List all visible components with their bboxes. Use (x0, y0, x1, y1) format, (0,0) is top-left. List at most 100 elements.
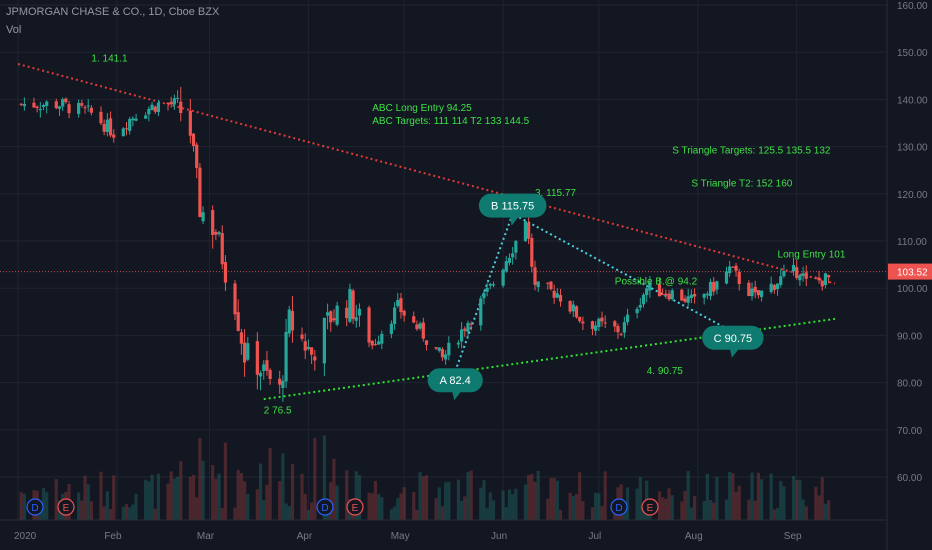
candle-body (597, 318, 601, 328)
volume-bar (166, 483, 170, 520)
volume-bar (89, 501, 94, 520)
candle-body (131, 118, 135, 121)
candle-body (19, 103, 23, 105)
volume-bar (590, 507, 595, 520)
candle-body (444, 354, 448, 360)
volume-bar (434, 498, 438, 520)
candle-body (692, 293, 697, 297)
volume-bar (724, 499, 729, 520)
volume-bar (370, 493, 374, 520)
volume-bar (578, 472, 582, 520)
candle-body (466, 322, 470, 332)
candle-body (166, 102, 170, 104)
bubble-label: B 115.75 (491, 201, 534, 213)
volume-bar (150, 474, 154, 520)
price-axis[interactable]: 60.00 70.00 80.00 90.00 100.00 110.00 120.00 13… (886, 0, 932, 550)
price-tick-label: 140.00 (897, 95, 928, 106)
time-tick-label: Jun (491, 531, 507, 542)
candle-body (45, 101, 49, 106)
volume-bar (712, 502, 716, 520)
volume-bar (772, 509, 776, 520)
candles (19, 87, 831, 402)
annotation-lbl5: ABC Long Entry 94.25 (372, 103, 472, 114)
candle-body (153, 106, 157, 112)
volume-bar (549, 478, 553, 520)
candle-body (479, 298, 483, 326)
volume-bar (552, 477, 556, 520)
volume-bar (511, 493, 515, 520)
candle-body (753, 286, 757, 293)
volume-bar (664, 498, 668, 520)
volume-bar (332, 458, 336, 520)
candle-body (124, 128, 129, 130)
candle-body (705, 293, 709, 296)
volume-bar (683, 490, 687, 520)
time-axis[interactable]: 2020 Feb Mar Apr May Jun Jul Aug Sep (0, 519, 887, 542)
candle-body (195, 144, 199, 168)
time-tick-label: May (391, 531, 410, 542)
candle-body (594, 325, 598, 331)
volume-bar (702, 501, 706, 520)
price-tick-label: 60.00 (897, 473, 922, 484)
candle-body (590, 321, 595, 329)
volume-bar (657, 491, 662, 520)
volume-bar (571, 495, 575, 520)
time-tick-label: Jul (588, 531, 601, 542)
volume-bar (504, 507, 508, 520)
volume-bar (734, 491, 738, 520)
volume-bar (278, 481, 282, 520)
volume-bar (179, 461, 183, 520)
bubble-tail (729, 348, 739, 358)
candle-body (558, 295, 563, 302)
volume-indicator-label: Vol (6, 24, 22, 36)
candle-body (460, 329, 464, 342)
candle-body (354, 317, 358, 321)
abc-bubbles: A 82.4 B 115.75 C 90.75 (427, 193, 764, 401)
candle-body (134, 118, 138, 121)
candle-body (105, 119, 109, 132)
candle-body (335, 305, 339, 325)
candle-body (351, 290, 355, 320)
volume-bar (188, 476, 192, 520)
candle-body (728, 266, 732, 274)
candle-body (32, 102, 36, 108)
candle-body (86, 105, 90, 107)
bubble-label: C 90.75 (714, 333, 753, 345)
candle-body (488, 283, 492, 286)
volume-bar (456, 479, 461, 520)
volume-bar (603, 471, 607, 520)
candle-body (357, 308, 362, 316)
time-tick-label: Sep (784, 531, 802, 542)
candle-body (64, 98, 68, 103)
candle-body (147, 108, 151, 115)
candle-body (555, 293, 559, 298)
candle-body (791, 265, 796, 272)
candle-body (795, 267, 799, 278)
volume-bar (568, 492, 572, 520)
candle-body (734, 265, 738, 271)
volume-bar (112, 475, 116, 520)
volume-bar (128, 507, 132, 520)
candle-body (667, 293, 671, 300)
candle-body (648, 282, 652, 291)
candle-body (750, 288, 754, 297)
volume-bar (798, 479, 802, 520)
candle-body (447, 342, 451, 356)
candle-body (769, 283, 773, 292)
volume-bar (600, 506, 604, 520)
volume-bar (367, 492, 371, 520)
event-marker-e (346, 498, 364, 516)
candle-body (820, 280, 824, 287)
annotation-lbl3: 3. 115.77 (535, 188, 576, 199)
volume-bar (670, 495, 674, 520)
candle-body (724, 271, 729, 284)
candle-body (759, 290, 764, 298)
candle-body (469, 323, 473, 325)
candle-body (578, 316, 582, 322)
event-marker-letter: E (63, 503, 70, 514)
volume-bar (19, 492, 23, 520)
volume-bar (236, 469, 240, 520)
bubble-body (702, 325, 764, 350)
volume-bar (625, 487, 630, 520)
